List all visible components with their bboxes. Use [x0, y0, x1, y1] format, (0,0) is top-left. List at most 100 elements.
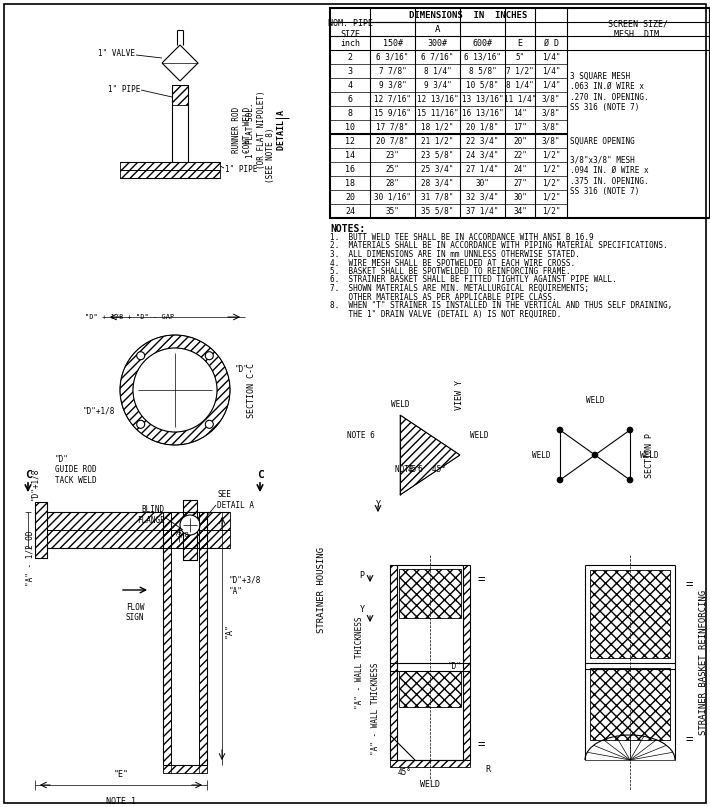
Bar: [590, 570, 670, 658]
Text: 8 1/4": 8 1/4": [424, 66, 452, 76]
Text: 1/2": 1/2": [542, 207, 560, 215]
Text: SCREEN SIZE/
MESH  DIM.: SCREEN SIZE/ MESH DIM.: [608, 19, 669, 39]
Text: P: P: [359, 571, 364, 579]
Text: C: C: [25, 470, 31, 480]
Text: 1/4": 1/4": [542, 52, 560, 61]
Bar: [163, 512, 207, 548]
Text: 6.  STRAINER BASKET SHALL BE FITTED TIGHTLY AGAINST PIPE WALL.: 6. STRAINER BASKET SHALL BE FITTED TIGHT…: [330, 275, 617, 285]
Text: 7 1/2": 7 1/2": [506, 66, 534, 76]
Text: WELD: WELD: [532, 450, 550, 459]
Text: SECTION P: SECTION P: [645, 433, 655, 478]
Text: 20: 20: [345, 193, 355, 202]
Bar: [390, 760, 470, 767]
Text: OTHER MATERIALS AS PER APPLICABLE PIPE CLASS.: OTHER MATERIALS AS PER APPLICABLE PIPE C…: [330, 292, 557, 302]
Text: 6: 6: [347, 94, 352, 103]
Text: 150#: 150#: [383, 39, 403, 48]
Circle shape: [627, 427, 633, 433]
Text: "A" - WALL THICKNESS: "A" - WALL THICKNESS: [371, 663, 380, 755]
Text: "D"+3/8: "D"+3/8: [229, 575, 261, 584]
Text: 4: 4: [347, 81, 352, 90]
Circle shape: [557, 477, 563, 483]
Circle shape: [180, 515, 200, 535]
Text: 2: 2: [347, 52, 352, 61]
Text: WELD: WELD: [470, 430, 488, 440]
Text: "D"
GUIDE ROD
TACK WELD: "D" GUIDE ROD TACK WELD: [55, 455, 97, 485]
Bar: [120, 162, 220, 170]
Text: 3/8": 3/8": [542, 136, 560, 145]
Text: DETAIL A: DETAIL A: [278, 110, 287, 150]
Text: "A": "A": [224, 624, 234, 638]
Text: 14: 14: [345, 150, 355, 160]
Text: 9 3/8": 9 3/8": [378, 81, 406, 90]
Text: 5": 5": [515, 52, 525, 61]
Text: 17": 17": [513, 123, 527, 132]
Text: VIEW Y: VIEW Y: [456, 380, 464, 410]
Text: WELD: WELD: [391, 400, 409, 409]
Text: "D"+1/8: "D"+1/8: [82, 407, 115, 416]
Bar: [590, 667, 670, 740]
Text: 15 9/16": 15 9/16": [374, 108, 411, 118]
Text: 45°: 45°: [408, 466, 422, 475]
Text: 28": 28": [386, 178, 400, 187]
Text: 1" FLAT SOL.
(OR FLAT NIPOLET): 1" FLAT SOL. (OR FLAT NIPOLET): [246, 90, 266, 169]
Circle shape: [133, 348, 217, 432]
Text: 3/8: 3/8: [177, 532, 190, 538]
Text: NOM. PIPE
SIZE: NOM. PIPE SIZE: [327, 19, 373, 39]
Text: 600#: 600#: [472, 39, 493, 48]
Text: =: =: [685, 579, 692, 592]
Text: NOTE 6: NOTE 6: [347, 430, 375, 440]
Text: 3: 3: [347, 66, 352, 76]
Text: "D"+1/8: "D"+1/8: [31, 467, 40, 500]
Text: "D" + 1/8 + "D" - GAP: "D" + 1/8 + "D" - GAP: [85, 314, 174, 320]
Bar: [199, 512, 207, 765]
Text: 22 3/4": 22 3/4": [466, 136, 498, 145]
Text: 7 7/8": 7 7/8": [378, 66, 406, 76]
Text: 20": 20": [513, 136, 527, 145]
Text: 8.  WHEN "T" STRAINER IS INSTALLED IN THE VERTICAL AND THUS SELF DRAINING,: 8. WHEN "T" STRAINER IS INSTALLED IN THE…: [330, 301, 672, 310]
Text: 28 3/4": 28 3/4": [421, 178, 454, 187]
Text: NOTE 1: NOTE 1: [106, 797, 136, 806]
Text: 24: 24: [345, 207, 355, 215]
Text: 22": 22": [513, 150, 527, 160]
Text: 23": 23": [386, 150, 400, 160]
Bar: [163, 765, 207, 773]
Bar: [399, 671, 461, 707]
Text: 27": 27": [513, 178, 527, 187]
Bar: [47, 530, 230, 548]
Text: 30": 30": [513, 193, 527, 202]
Text: "A" - 1/2 OD: "A" - 1/2 OD: [26, 530, 35, 586]
Text: inch: inch: [340, 39, 360, 48]
Text: A: A: [435, 24, 440, 34]
Text: WELD: WELD: [586, 396, 604, 405]
Bar: [47, 512, 230, 530]
Text: 23 5/8": 23 5/8": [421, 150, 454, 160]
Text: 12 13/16": 12 13/16": [417, 94, 459, 103]
Text: 35 5/8": 35 5/8": [421, 207, 454, 215]
Text: BLIND
FLANGE: BLIND FLANGE: [137, 505, 165, 525]
Text: 31 7/8": 31 7/8": [421, 193, 454, 202]
Text: 9 3/4": 9 3/4": [424, 81, 452, 90]
Text: 300#: 300#: [427, 39, 447, 48]
Text: 2.  MATERIALS SHALL BE IN ACCORDANCE WITH PIPING MATERIAL SPECIFICATIONS.: 2. MATERIALS SHALL BE IN ACCORDANCE WITH…: [330, 241, 667, 250]
Text: 3/8": 3/8": [542, 108, 560, 118]
Bar: [183, 500, 197, 560]
Text: THE 1" DRAIN VALVE (DETAIL A) IS NOT REQUIRED.: THE 1" DRAIN VALVE (DETAIL A) IS NOT REQ…: [330, 310, 561, 319]
Text: 12: 12: [345, 136, 355, 145]
Circle shape: [205, 420, 213, 429]
Text: 35": 35": [386, 207, 400, 215]
Text: 20 1/8": 20 1/8": [466, 123, 498, 132]
Text: 18 1/2": 18 1/2": [421, 123, 454, 132]
Text: 21 1/2": 21 1/2": [421, 136, 454, 145]
Bar: [183, 500, 197, 560]
Text: SQUARE OPENING: SQUARE OPENING: [570, 136, 635, 145]
Text: SECTION C-C: SECTION C-C: [248, 362, 256, 417]
Circle shape: [557, 427, 563, 433]
Text: DIMENSIONS  IN  INCHES: DIMENSIONS IN INCHES: [410, 10, 528, 19]
Text: 16: 16: [345, 165, 355, 174]
Text: 20 7/8": 20 7/8": [376, 136, 409, 145]
Bar: [163, 512, 171, 765]
Bar: [463, 565, 470, 760]
Text: "D": "D": [235, 365, 249, 374]
Text: "A": "A": [229, 587, 243, 596]
Text: 45°: 45°: [398, 768, 412, 777]
